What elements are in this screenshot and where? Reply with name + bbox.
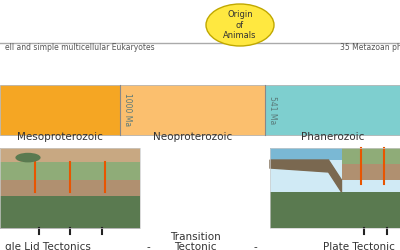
Bar — [270, 192, 400, 228]
Bar — [0, 148, 140, 228]
Text: Phanerozoic: Phanerozoic — [301, 132, 364, 142]
Bar — [0, 162, 140, 180]
Bar — [0, 148, 140, 228]
Bar — [270, 148, 400, 160]
Text: Origin
of
Animals: Origin of Animals — [223, 10, 257, 40]
Bar — [265, 85, 400, 135]
Text: ell and simple multicellular Eukaryotes: ell and simple multicellular Eukaryotes — [5, 42, 155, 51]
Text: 35 Metazoan phyla: 35 Metazoan phyla — [340, 42, 400, 51]
Bar — [270, 148, 400, 228]
Text: 541 Ma: 541 Ma — [268, 96, 277, 124]
Bar — [120, 85, 265, 135]
Ellipse shape — [15, 153, 41, 162]
Ellipse shape — [206, 4, 274, 46]
Text: Neoproterozoic: Neoproterozoic — [153, 132, 232, 142]
Text: 1000 Ma: 1000 Ma — [123, 94, 132, 126]
Bar — [342, 164, 400, 180]
Polygon shape — [270, 160, 342, 192]
Text: Tectonic: Tectonic — [174, 242, 216, 250]
Text: gle Lid Tectonics: gle Lid Tectonics — [5, 242, 91, 250]
Text: Plate Tectonic: Plate Tectonic — [323, 242, 395, 250]
Bar — [342, 148, 400, 164]
Bar — [0, 196, 140, 228]
Text: Mesoproterozoic: Mesoproterozoic — [17, 132, 103, 142]
Bar — [0, 180, 140, 196]
Bar — [270, 148, 400, 228]
Text: -: - — [253, 242, 257, 250]
Bar — [0, 148, 140, 162]
Text: Transition: Transition — [170, 232, 220, 242]
Bar — [0, 85, 120, 135]
Text: -: - — [146, 242, 150, 250]
